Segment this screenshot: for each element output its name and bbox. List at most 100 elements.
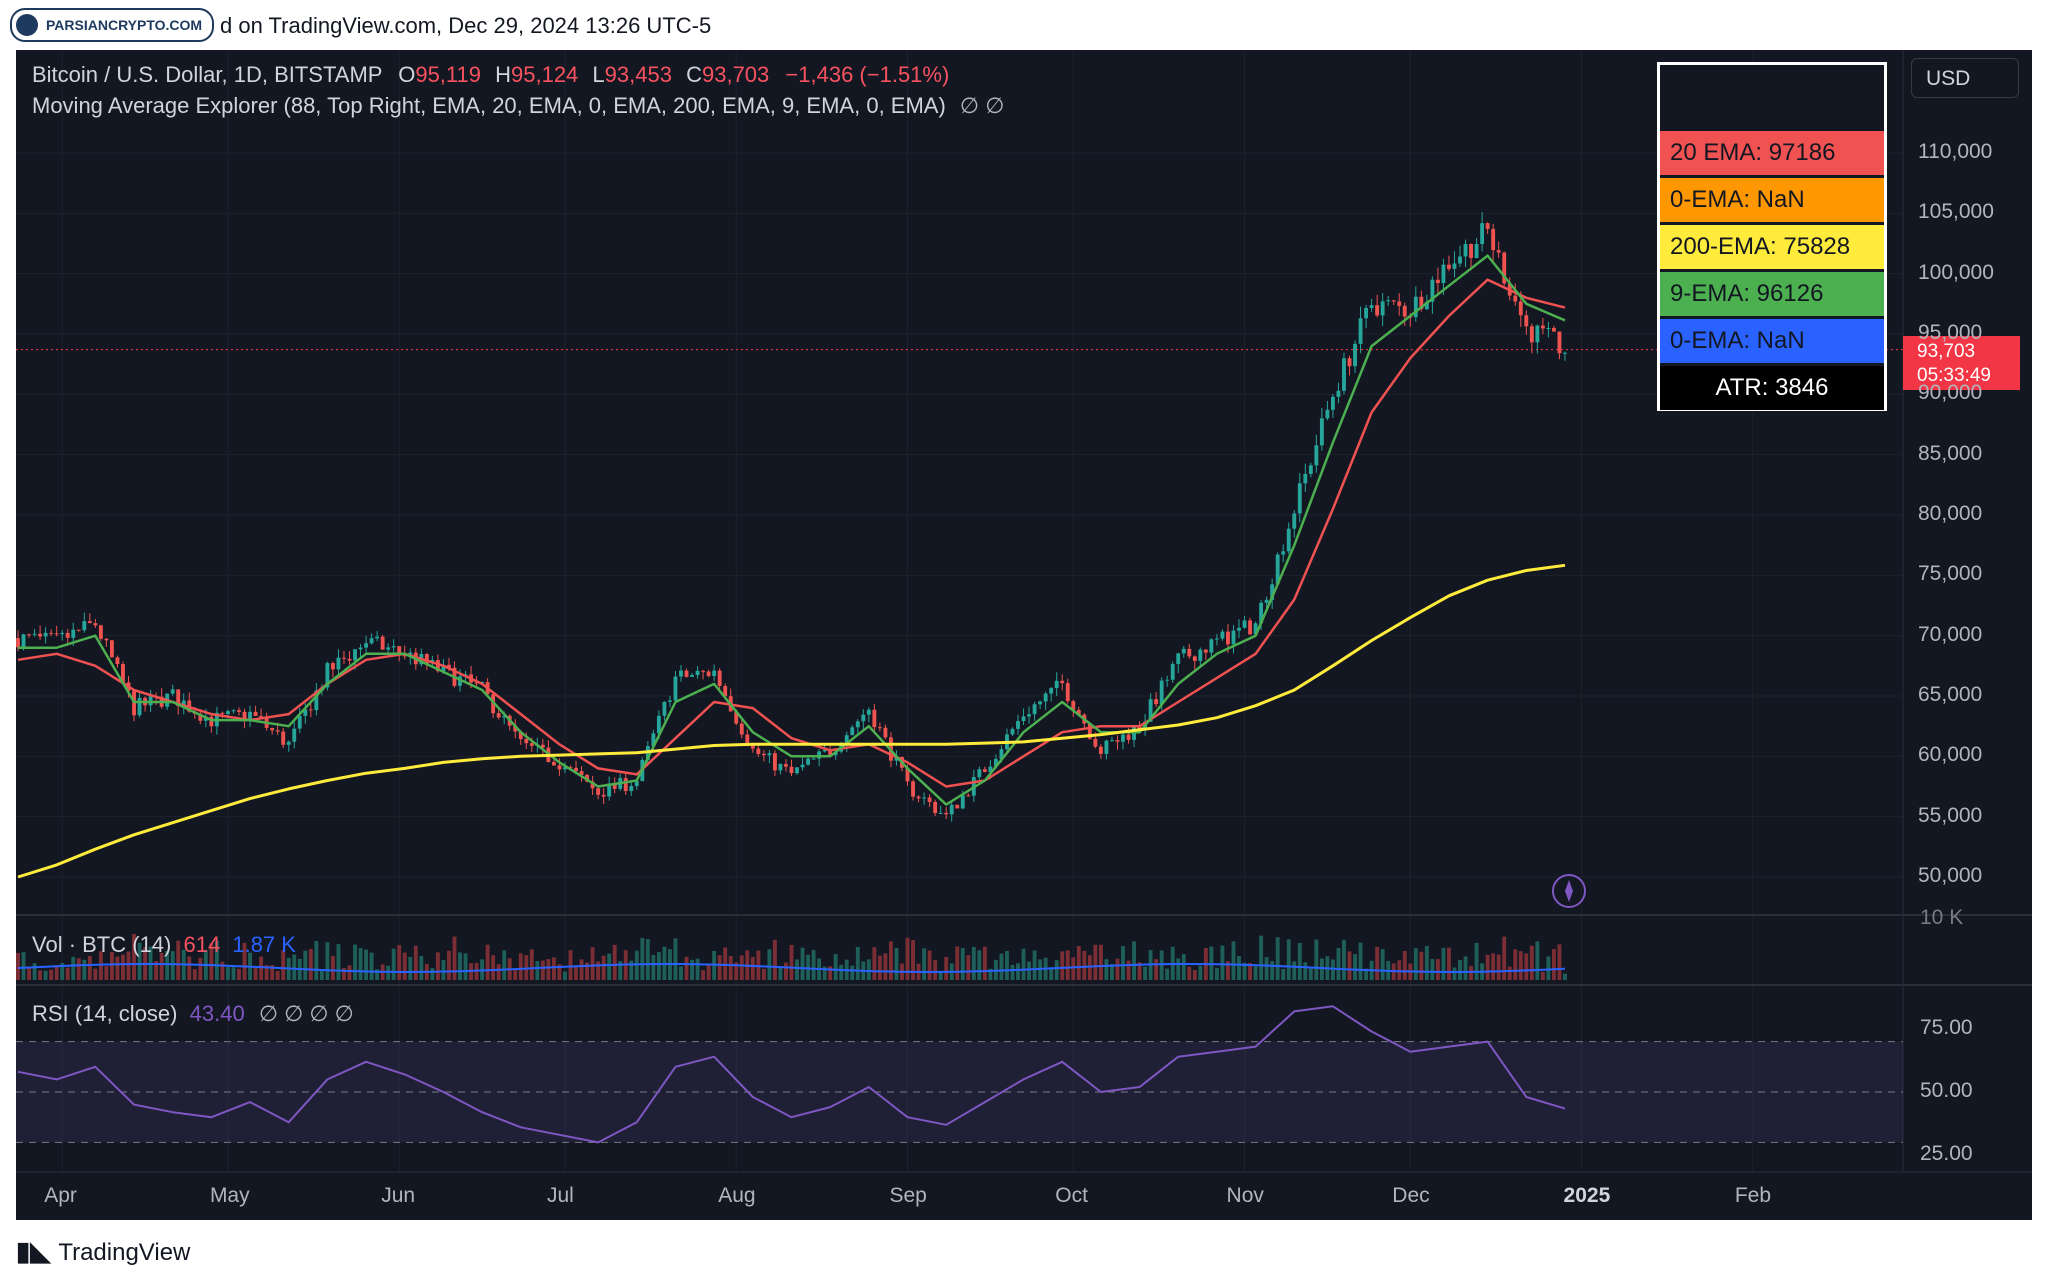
volume-bar xyxy=(65,967,70,980)
header-bar: PARSIANCRYPTO.COM d on TradingView.com, … xyxy=(0,0,2048,50)
candle-body xyxy=(248,711,252,721)
candle-body xyxy=(237,710,241,712)
low-label: L xyxy=(592,62,605,87)
volume-bar xyxy=(701,970,706,980)
volume-bar xyxy=(850,965,855,980)
volume-bar xyxy=(955,946,960,980)
volume-bar xyxy=(767,949,772,980)
volume-bar xyxy=(1021,948,1026,980)
volume-bar xyxy=(413,945,418,980)
volume-bar xyxy=(728,956,733,980)
volume-bar xyxy=(833,954,838,980)
candle-body xyxy=(938,812,943,814)
volume-bar xyxy=(734,962,739,980)
bar-countdown: 05:33:49 xyxy=(1917,365,1991,386)
rsi-value: 43.40 xyxy=(189,1001,245,1026)
ma-row-ema9: 9-EMA: 96126 xyxy=(1660,272,1884,316)
volume-bar xyxy=(1496,954,1501,980)
rsi-visibility-icons[interactable]: ∅ ∅ ∅ ∅ xyxy=(258,1001,354,1026)
candle-body xyxy=(281,731,286,745)
volume-bar xyxy=(645,938,650,980)
candle-body xyxy=(60,632,65,635)
volume-bar xyxy=(1347,951,1352,980)
candle-body xyxy=(988,766,993,772)
ma-table: 20 EMA: 97186 0-EMA: NaN 200-EMA: 75828 … xyxy=(1657,62,1887,411)
candle-body xyxy=(1402,305,1407,317)
volume-bar xyxy=(1518,951,1523,980)
volume-bar xyxy=(789,944,794,980)
time-axis-tick: Jun xyxy=(381,1184,416,1207)
symbol-name: Bitcoin / U.S. Dollar, 1D, BITSTAMP xyxy=(32,62,383,87)
volume-bar xyxy=(16,952,20,980)
candle-body xyxy=(524,739,529,744)
candle-body xyxy=(1264,599,1269,603)
volume-bar xyxy=(126,951,131,980)
candle-body xyxy=(65,632,70,638)
candle-body xyxy=(1529,326,1534,343)
volume-bar xyxy=(1485,954,1490,980)
candle-body xyxy=(911,781,915,797)
candle-body xyxy=(712,670,717,676)
candle-body xyxy=(1098,746,1103,754)
volume-bar xyxy=(43,970,48,980)
price-axis-tick: 100,000 xyxy=(1918,260,1994,284)
volume-bar xyxy=(960,948,965,980)
volume-bar xyxy=(1143,966,1148,980)
volume-bar xyxy=(1281,969,1286,980)
candle-body xyxy=(1524,315,1529,327)
candle-body xyxy=(563,767,567,770)
candle-body xyxy=(1076,709,1081,715)
open-value: 95,119 xyxy=(415,62,481,87)
rsi-axis-tick: 75.00 xyxy=(1920,1016,1973,1039)
volume-bar xyxy=(1115,958,1120,980)
volume-bar xyxy=(1447,947,1451,980)
candle-body xyxy=(397,646,402,654)
candle-body xyxy=(121,664,125,683)
volume-bar xyxy=(1093,944,1098,980)
candle-body xyxy=(424,654,429,664)
volume-bar xyxy=(1524,953,1529,980)
candle-body xyxy=(1027,714,1031,717)
volume-bar xyxy=(308,949,313,980)
volume-bar xyxy=(369,952,374,980)
currency-selector[interactable]: USD xyxy=(1911,58,2019,98)
candle-body xyxy=(1502,252,1507,284)
rsi-line xyxy=(17,1005,1566,1144)
candle-body xyxy=(1513,295,1518,302)
volume-bar xyxy=(353,944,357,980)
volume-bar xyxy=(1491,953,1496,980)
candle-body xyxy=(999,749,1004,759)
volume-bar xyxy=(165,950,170,980)
candle-body xyxy=(364,643,369,648)
volume-bar xyxy=(1336,948,1341,980)
volume-bar xyxy=(750,957,755,980)
candle-body xyxy=(905,767,910,782)
candle-body xyxy=(1474,244,1479,258)
candle-body xyxy=(844,735,849,746)
volume-bar xyxy=(1060,951,1065,980)
volume-bar xyxy=(1529,945,1534,980)
candle-body xyxy=(297,715,302,729)
candle-body xyxy=(706,671,711,676)
volume-bar xyxy=(430,968,435,980)
volume-bar xyxy=(889,941,893,980)
candle-body xyxy=(380,636,385,650)
volume-bar xyxy=(944,956,949,980)
indicator-visibility-icons[interactable]: ∅ ∅ xyxy=(959,93,1005,118)
time-axis-tick: Jul xyxy=(546,1184,574,1207)
indicator-legend[interactable]: Moving Average Explorer (88, Top Right, … xyxy=(32,93,1004,119)
volume-bar xyxy=(778,966,783,980)
volume-bar xyxy=(87,955,92,980)
candle-body xyxy=(347,658,352,661)
volume-bar xyxy=(491,955,496,980)
last-price-badge: 93,703 05:33:49 xyxy=(1903,336,2020,390)
volume-bar xyxy=(540,960,545,980)
volume-bar xyxy=(894,947,899,980)
candle-body xyxy=(386,647,391,650)
candle-body xyxy=(596,788,601,795)
candle-body xyxy=(1110,740,1114,742)
volume-bar xyxy=(375,969,380,980)
candle-body xyxy=(623,778,628,792)
candle-body xyxy=(717,670,722,686)
